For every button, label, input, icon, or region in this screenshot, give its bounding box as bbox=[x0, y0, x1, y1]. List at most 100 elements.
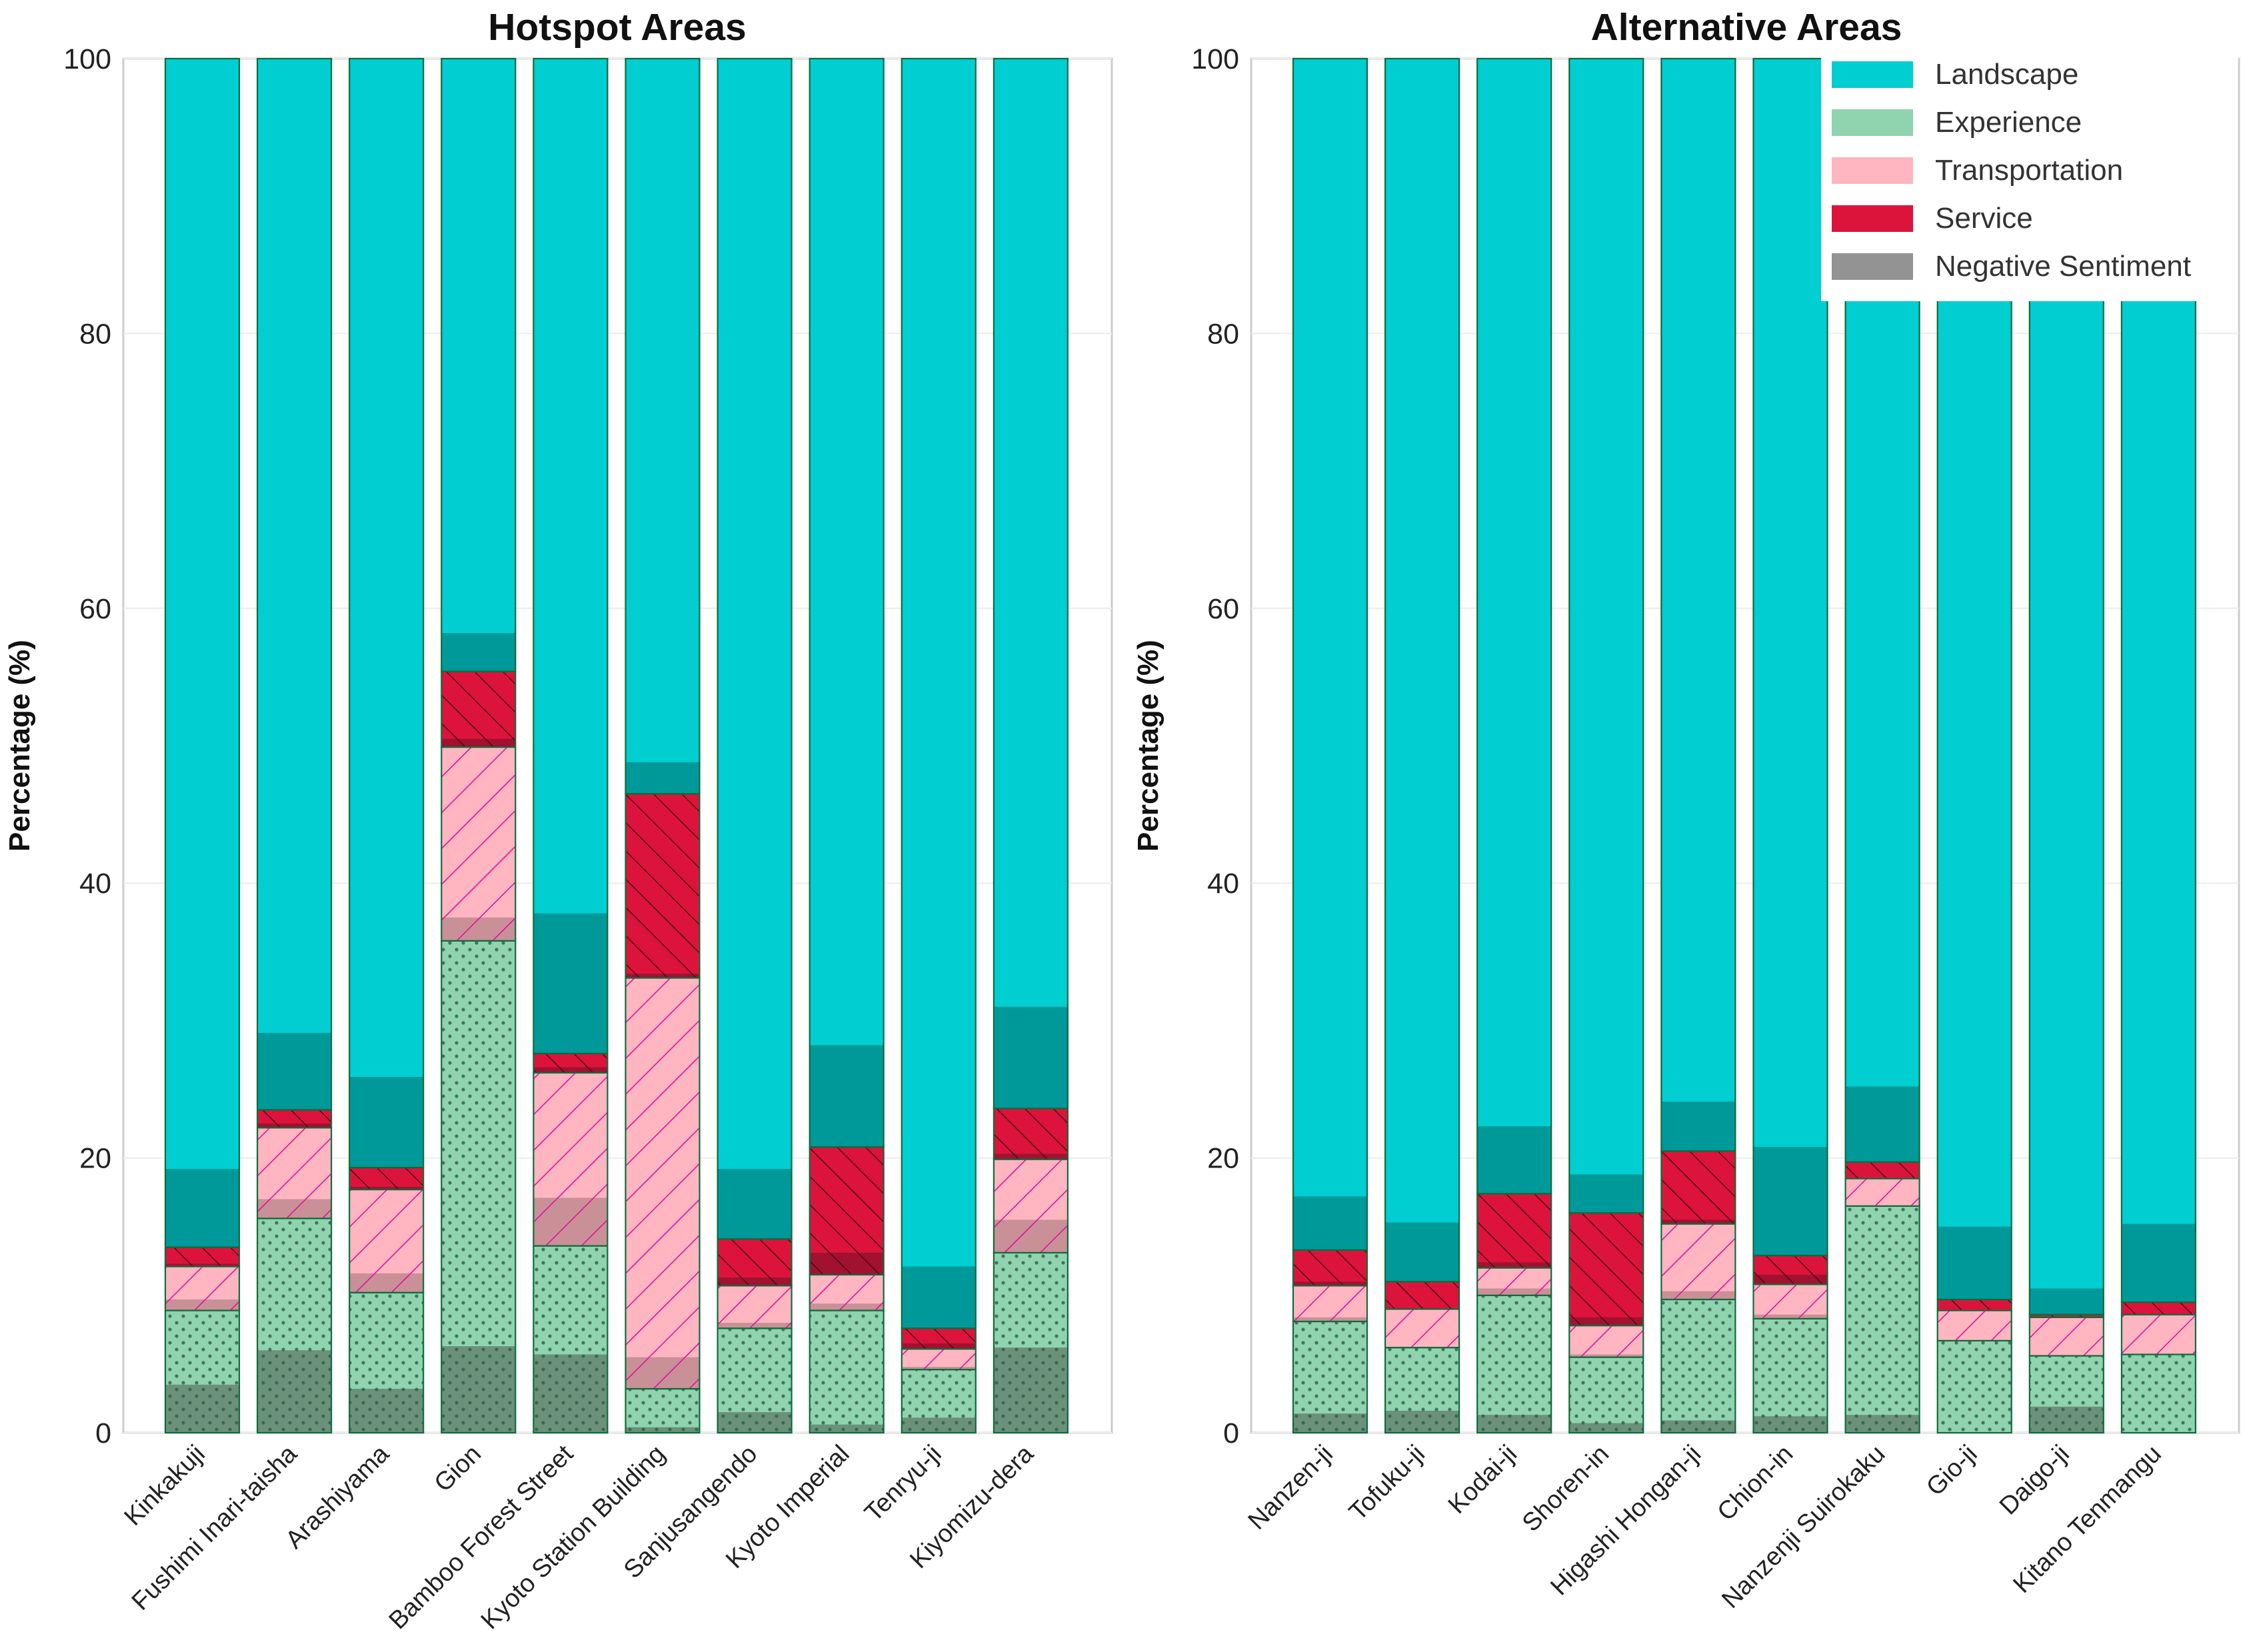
bar-landscape-kyoto-station-building bbox=[625, 57, 701, 795]
bar-landscape-fushimi-inari-taisha bbox=[257, 57, 333, 1111]
bar-service-kiyomizu-dera-hatch bbox=[993, 1108, 1068, 1160]
bar-landscape-shoren-in-outline bbox=[1568, 57, 1644, 1214]
bar-service-nanzenji-suirokaku bbox=[1844, 1161, 1920, 1180]
bar-service-fushimi-inari-taisha bbox=[257, 1109, 333, 1129]
bar-landscape-higashi-hongan-ji-negative bbox=[1661, 1102, 1736, 1152]
legend-label-transportation: Transportation bbox=[1935, 154, 2123, 187]
y-tick-label-20: 20 bbox=[79, 1143, 111, 1175]
bar-landscape-sanjusangendo-outline bbox=[717, 57, 793, 1240]
bar-transportation-nanzen-ji-hatch bbox=[1293, 1285, 1367, 1321]
bar-experience-gio-ji bbox=[1936, 1339, 2012, 1434]
bar-experience-kyoto-station-building bbox=[625, 1387, 701, 1434]
x-tick-label-fushimi-inari-taisha: Fushimi Inari-taisha bbox=[127, 1439, 303, 1616]
bar-transportation-chion-in bbox=[1752, 1283, 1828, 1319]
bar-landscape-tofuku-ji-negative bbox=[1385, 1222, 1460, 1282]
bar-service-higashi-hongan-ji-hatch bbox=[1661, 1151, 1736, 1224]
bar-group-kyoto-station-building bbox=[625, 57, 701, 1434]
bar-transportation-tenryu-ji bbox=[901, 1348, 977, 1371]
bar-transportation-kyoto-imperial bbox=[809, 1273, 885, 1311]
bar-transportation-kitano-tenmangu bbox=[2120, 1313, 2196, 1355]
bar-landscape-bamboo-forest-street-outline bbox=[533, 57, 609, 1054]
bar-service-chion-in bbox=[1752, 1254, 1828, 1285]
legend-item-negative-sentiment: Negative Sentiment bbox=[1832, 250, 2191, 283]
x-tick-label-chion-in: Chion-in bbox=[1712, 1440, 1799, 1527]
bar-transportation-kyoto-imperial-hatch bbox=[809, 1274, 884, 1311]
bar-service-kyoto-imperial-hatch bbox=[809, 1147, 884, 1275]
bar-landscape-shoren-in-fill bbox=[1569, 59, 1644, 1214]
bar-transportation-sanjusangendo-hatch bbox=[717, 1285, 792, 1329]
bar-experience-arashiyama-hatch bbox=[349, 1292, 424, 1433]
x-tick-label-kodai-ji: Kodai-ji bbox=[1443, 1440, 1522, 1519]
bar-experience-tofuku-ji-hatch bbox=[1385, 1347, 1460, 1433]
bar-experience-kitano-tenmangu-hatch bbox=[2121, 1354, 2196, 1433]
bar-landscape-arashiyama-negative bbox=[349, 1076, 424, 1168]
bar-landscape-nanzen-ji-negative bbox=[1293, 1196, 1367, 1250]
bar-landscape-kiyomizu-dera-outline bbox=[993, 57, 1069, 1110]
legend-item-transportation: Transportation bbox=[1832, 154, 2123, 187]
bar-landscape-fushimi-inari-taisha-negative bbox=[257, 1032, 332, 1110]
bar-landscape-tofuku-ji-outline bbox=[1384, 57, 1460, 1283]
bar-landscape-shoren-in-negative bbox=[1569, 1174, 1644, 1214]
bar-landscape-chion-in bbox=[1752, 57, 1828, 1257]
bar-landscape-arashiyama-fill bbox=[349, 59, 424, 1168]
x-tick-label-bamboo-forest-street: Bamboo Forest Street bbox=[384, 1439, 579, 1635]
x-tick-label-kyoto-station-building: Kyoto Station Building bbox=[476, 1440, 671, 1635]
legend-swatch-landscape bbox=[1832, 61, 1913, 88]
bar-landscape-nanzen-ji-fill bbox=[1293, 59, 1367, 1250]
bar-landscape-kinkakuji bbox=[164, 57, 241, 1248]
bar-experience-daigo-ji bbox=[2028, 1355, 2104, 1434]
bar-landscape-kyoto-station-building-outline bbox=[625, 57, 701, 795]
x-tick-label-higashi-hongan-ji: Higashi Hongan-ji bbox=[1545, 1440, 1706, 1601]
bar-service-gio-ji bbox=[1936, 1298, 2012, 1311]
bar-landscape-kyoto-station-building-negative bbox=[625, 762, 700, 794]
bar-landscape-nanzen-ji-outline bbox=[1292, 57, 1368, 1251]
bar-transportation-gion bbox=[441, 746, 517, 942]
bar-service-shoren-in-hatch bbox=[1569, 1213, 1644, 1326]
x-tick-label-gion: Gion bbox=[429, 1440, 487, 1497]
x-tick-label-daigo-ji: Daigo-ji bbox=[1994, 1440, 2075, 1521]
bar-group-higashi-hongan-ji bbox=[1660, 57, 1736, 1434]
bar-group-tenryu-ji bbox=[901, 57, 977, 1434]
bar-transportation-tenryu-ji-hatch bbox=[901, 1349, 976, 1370]
bar-landscape-kiyomizu-dera-negative bbox=[993, 1006, 1068, 1109]
bar-landscape-chion-in-outline bbox=[1752, 57, 1828, 1257]
bar-service-arashiyama-hatch bbox=[349, 1168, 424, 1190]
bar-landscape-tofuku-ji-fill bbox=[1385, 59, 1460, 1282]
bar-landscape-kyoto-imperial-outline bbox=[809, 57, 885, 1148]
bar-transportation-chion-in-hatch bbox=[1753, 1284, 1828, 1319]
bar-service-tofuku-ji-hatch bbox=[1385, 1281, 1460, 1309]
bar-transportation-daigo-ji bbox=[2028, 1316, 2104, 1357]
bar-landscape-gion-fill bbox=[441, 59, 516, 672]
legend-item-landscape: Landscape bbox=[1832, 58, 2078, 91]
bar-service-gion bbox=[441, 670, 517, 748]
bar-transportation-bamboo-forest-street-hatch bbox=[533, 1072, 608, 1246]
bar-transportation-shoren-in bbox=[1568, 1325, 1644, 1358]
bar-service-sanjusangendo-hatch bbox=[717, 1239, 792, 1286]
legend-label-experience: Experience bbox=[1935, 106, 2082, 139]
bar-service-gio-ji-hatch bbox=[1937, 1299, 2012, 1311]
bar-experience-sanjusangendo bbox=[717, 1327, 793, 1434]
bar-transportation-nanzen-ji bbox=[1292, 1285, 1368, 1323]
bar-transportation-nanzenji-suirokaku-hatch bbox=[1845, 1178, 1920, 1206]
bar-landscape-fushimi-inari-taisha-fill bbox=[257, 59, 332, 1110]
bar-experience-kinkakuji bbox=[164, 1309, 241, 1434]
bar-experience-chion-in bbox=[1752, 1317, 1828, 1434]
bar-transportation-shoren-in-hatch bbox=[1569, 1325, 1644, 1357]
bar-experience-nanzen-ji-hatch bbox=[1293, 1321, 1367, 1433]
bar-service-bamboo-forest-street bbox=[533, 1052, 609, 1074]
bar-experience-kitano-tenmangu bbox=[2120, 1353, 2196, 1434]
bar-service-arashiyama bbox=[349, 1166, 425, 1191]
bar-landscape-kyoto-station-building-fill bbox=[625, 59, 700, 794]
bar-landscape-kyoto-imperial-negative bbox=[809, 1045, 884, 1148]
bar-experience-arashiyama bbox=[349, 1291, 425, 1434]
bar-service-sanjusangendo bbox=[717, 1238, 793, 1287]
x-tick-label-tenryu-ji: Tenryu-ji bbox=[859, 1440, 947, 1527]
legend: Landscape Experience Transportation Service… bbox=[1821, 49, 2238, 301]
bar-experience-nanzenji-suirokaku-hatch bbox=[1845, 1206, 1920, 1433]
bar-transportation-daigo-ji-hatch bbox=[2029, 1317, 2104, 1356]
panel-title: Hotspot Areas bbox=[488, 6, 746, 49]
bar-service-nanzen-ji bbox=[1292, 1249, 1368, 1287]
bar-transportation-higashi-hongan-ji bbox=[1660, 1223, 1736, 1301]
bar-transportation-kiyomizu-dera-hatch bbox=[993, 1159, 1068, 1253]
bar-landscape-arashiyama-outline bbox=[349, 57, 425, 1169]
